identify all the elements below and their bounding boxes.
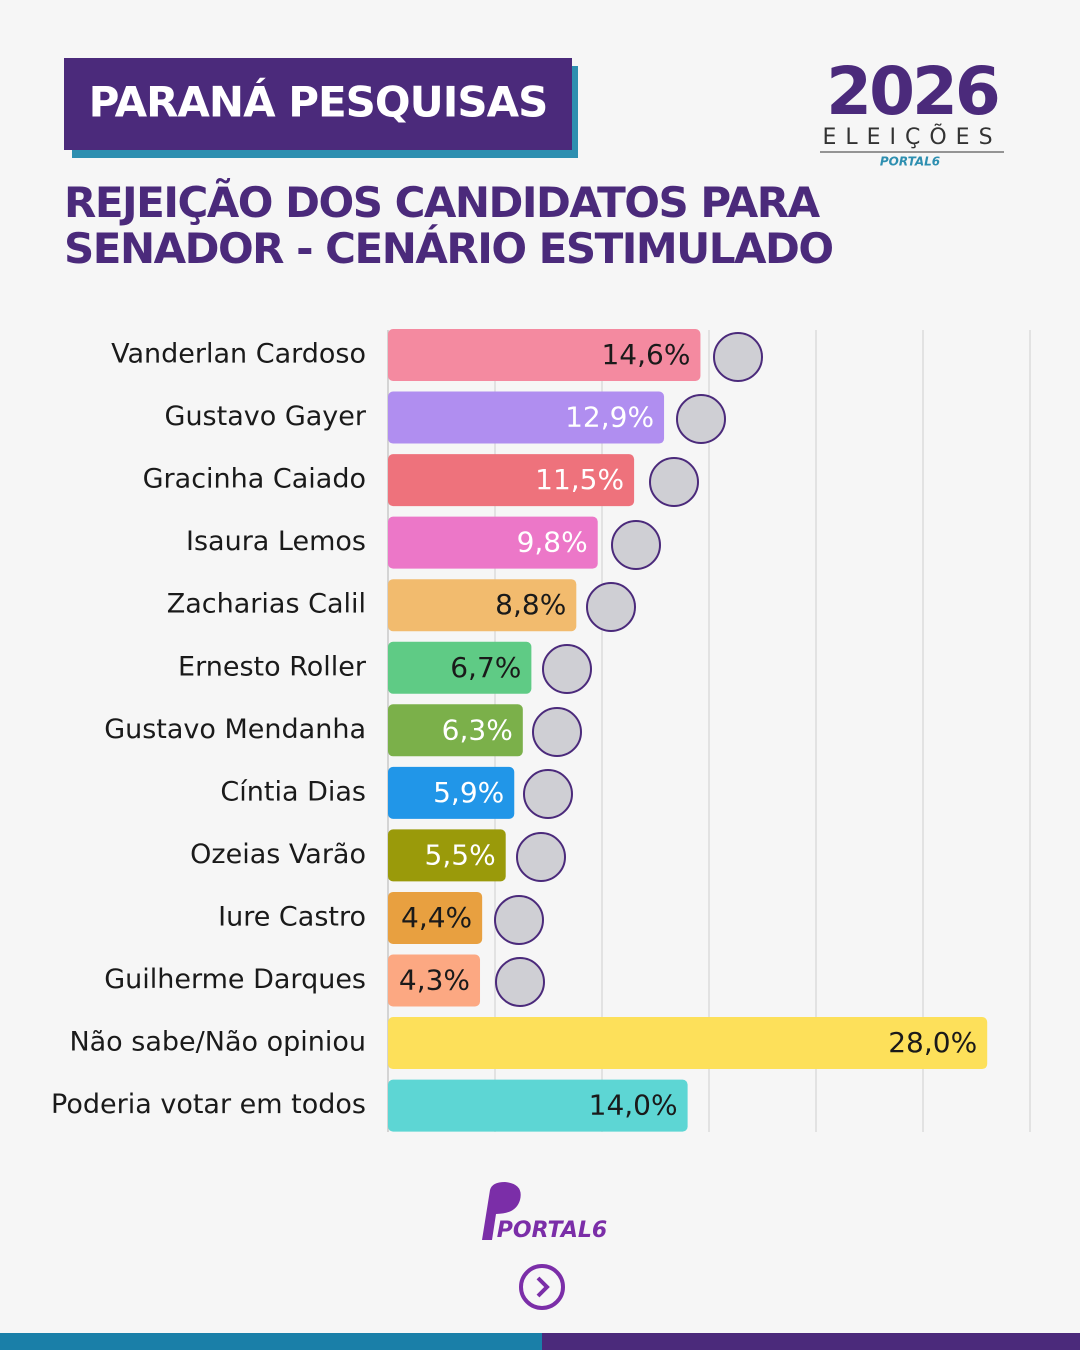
category-label: Vanderlan Cardoso (111, 339, 366, 370)
avatar (523, 769, 573, 819)
category-label: Cíntia Dias (220, 776, 366, 807)
value-label: 14,6% (601, 338, 690, 371)
avatar (713, 332, 763, 382)
avatar (542, 644, 592, 694)
next-button[interactable] (519, 1264, 565, 1310)
avatar (516, 832, 566, 882)
category-label: Gustavo Mendanha (104, 714, 366, 745)
bar (388, 454, 635, 507)
category-label: Gustavo Gayer (165, 401, 367, 432)
logo-brand: PORTAL6 (880, 155, 940, 169)
category-label: Iure Castro (218, 901, 366, 932)
avatar (611, 520, 661, 570)
value-label: 14,0% (589, 1089, 678, 1122)
bar (388, 1017, 988, 1070)
value-label: 11,5% (535, 463, 624, 496)
category-label: Guilherme Darques (104, 964, 366, 995)
category-label: Poderia votar em todos (51, 1089, 366, 1120)
value-label: 6,7% (450, 651, 521, 684)
bar (388, 829, 506, 882)
bar (388, 891, 483, 944)
category-label: Ernesto Roller (178, 651, 367, 682)
footer-stripe (542, 1333, 1080, 1350)
logo-year: 2026 (826, 53, 998, 130)
next-arrow (536, 1276, 550, 1298)
chart-title: REJEIÇÃO DOS CANDIDATOS PARA SENADOR - C… (64, 178, 834, 273)
badge (64, 58, 572, 150)
category-label: Gracinha Caiado (143, 464, 366, 495)
bar (388, 766, 515, 819)
bar (388, 391, 665, 444)
category-label: Não sabe/Não opiniou (69, 1027, 366, 1058)
value-label: 4,3% (399, 964, 470, 997)
avatar (494, 895, 544, 945)
badge-text: PARANÁ PESQUISAS (89, 77, 548, 127)
value-label: 6,3% (442, 713, 513, 746)
bar (388, 1079, 688, 1132)
bar (388, 954, 481, 1007)
avatar (495, 957, 545, 1007)
value-label: 8,8% (495, 588, 566, 621)
avatar (586, 582, 636, 632)
bar (388, 641, 532, 694)
plot: Vanderlan Cardoso 14,6% Gustavo Gayer 12,9%… (51, 329, 1031, 1132)
value-label: 9,8% (517, 526, 588, 559)
category-label: Ozeias Varão (190, 839, 366, 870)
value-label: 5,9% (433, 776, 504, 809)
avatar (532, 707, 582, 757)
category-label: Zacharias Calil (167, 589, 366, 620)
value-label: 5,5% (425, 838, 496, 871)
value-label: 4,4% (401, 901, 472, 934)
bar (388, 329, 701, 381)
avatar (676, 394, 726, 444)
footer-stripe (0, 1333, 542, 1350)
category-label: Isaura Lemos (186, 526, 366, 557)
bar (388, 704, 523, 757)
bar (388, 579, 577, 632)
logo-text: ELEIÇÕES (822, 123, 1001, 150)
avatars (494, 332, 763, 1007)
footer-brand: PORTAL6 (497, 1218, 607, 1243)
value-label: 12,9% (565, 401, 654, 434)
value-label: 28,0% (888, 1026, 977, 1059)
bar (388, 516, 598, 569)
avatar (649, 457, 699, 507)
footer-logo-mark (482, 1182, 521, 1240)
